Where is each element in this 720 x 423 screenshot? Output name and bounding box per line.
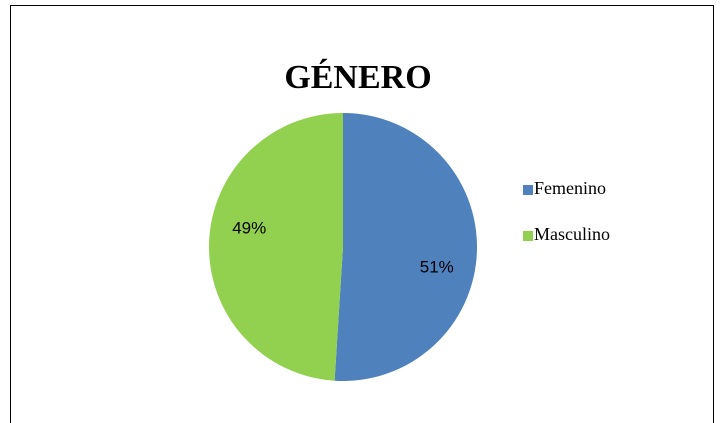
data-label: 49% bbox=[232, 219, 266, 238]
legend-label: Masculino bbox=[534, 224, 610, 244]
chart-border bbox=[10, 5, 714, 423]
chart-title: GÉNERO bbox=[284, 59, 431, 96]
legend-label: Femenino bbox=[534, 178, 606, 198]
pie-slice bbox=[209, 112, 343, 381]
legend-swatch bbox=[523, 185, 533, 195]
pie-slice bbox=[334, 113, 478, 382]
data-label: 51% bbox=[420, 257, 454, 276]
legend-swatch bbox=[523, 231, 533, 241]
